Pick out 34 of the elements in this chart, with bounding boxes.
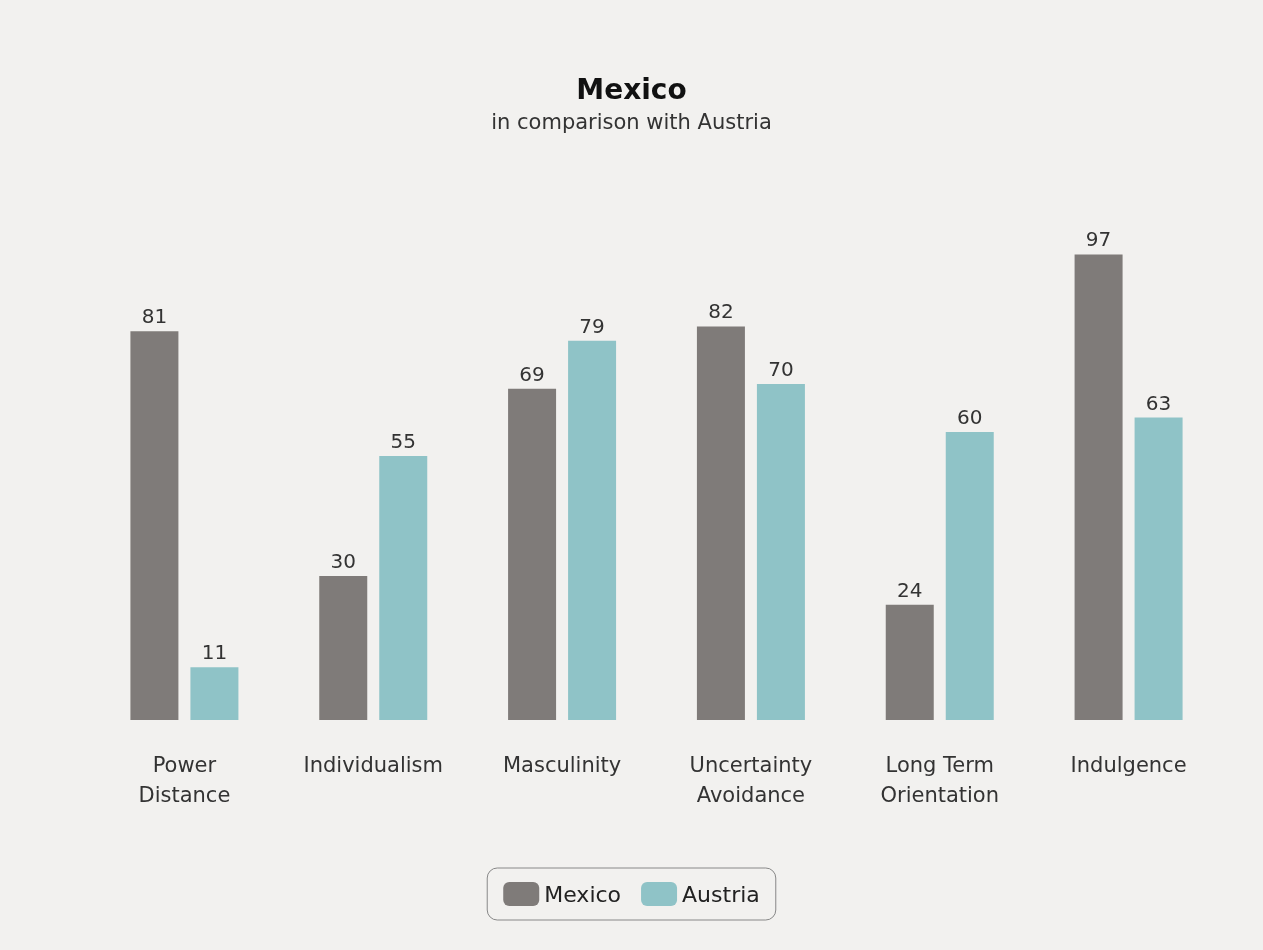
- bar: [379, 456, 428, 720]
- x-tick-label: Uncertainty Avoidance: [689, 753, 813, 807]
- bar: [945, 432, 994, 720]
- x-tick-label: Masculinity: [502, 753, 622, 777]
- bar: [756, 384, 805, 720]
- data-label: 24: [897, 577, 923, 602]
- legend-label: Austria: [682, 881, 760, 907]
- x-tick-label: Power Distance: [138, 753, 231, 807]
- x-tick-label: Individualism: [303, 753, 444, 777]
- legend-label: Mexico: [544, 881, 622, 907]
- chart-title: Mexico: [576, 72, 687, 106]
- data-label: 70: [768, 357, 794, 381]
- bar: [885, 604, 934, 720]
- data-label: 60: [957, 405, 983, 429]
- bar: [319, 576, 368, 720]
- bar: [1134, 417, 1183, 720]
- x-tick-label: Long Term Orientation: [880, 753, 1000, 807]
- bar: [568, 340, 617, 720]
- bar: [1074, 254, 1123, 720]
- bar: [190, 667, 239, 720]
- data-label: 97: [1085, 227, 1112, 252]
- data-label: 63: [1145, 390, 1172, 415]
- data-label: 81: [141, 304, 168, 329]
- data-label: 82: [708, 299, 734, 324]
- data-label: 30: [330, 549, 356, 573]
- data-label: 69: [519, 361, 545, 386]
- data-label: 11: [201, 640, 228, 665]
- bar: [508, 388, 557, 720]
- data-label: 55: [390, 429, 416, 453]
- chart-subtitle: in comparison with Austria: [491, 109, 772, 134]
- x-tick-label: Indulgence: [1070, 753, 1187, 777]
- bar: [696, 326, 745, 720]
- bar: [130, 331, 179, 720]
- data-label: 79: [579, 313, 605, 338]
